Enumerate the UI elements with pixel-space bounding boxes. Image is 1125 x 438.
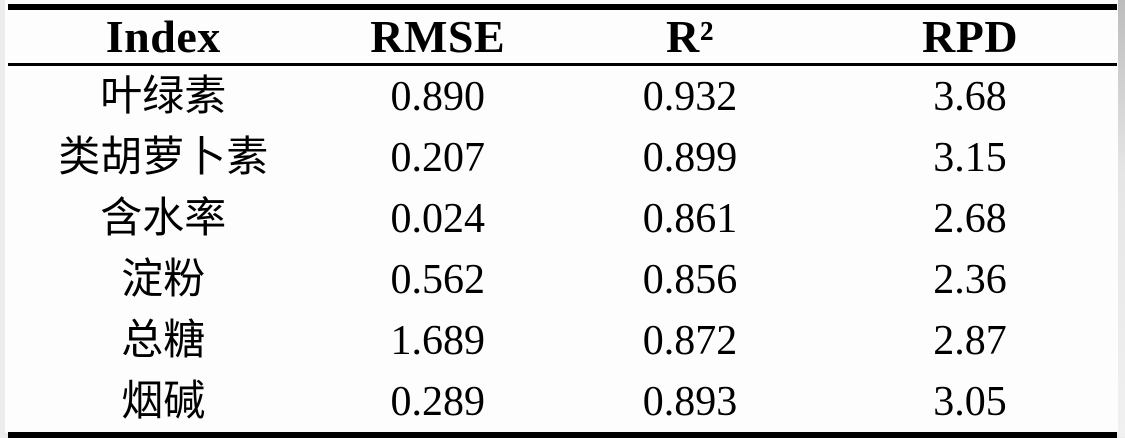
column-header-index: Index (8, 7, 319, 66)
r2-cell: 0.872 (642, 317, 738, 364)
table-body: 叶绿素 0.890 0.932 3.68 类胡萝卜素 0.207 0.899 3… (8, 65, 1117, 436)
header-row: Index RMSE R² RPD (8, 7, 1117, 66)
table-header: Index RMSE R² RPD (8, 7, 1117, 66)
r2-cell: 0.861 (642, 195, 738, 242)
table-row: 烟碱 0.289 0.893 3.05 (8, 371, 1117, 435)
rpd-cell: 2.87 (933, 317, 1007, 364)
rpd-cell: 2.36 (933, 256, 1007, 303)
table-row: 总糖 1.689 0.872 2.87 (8, 310, 1117, 371)
table-row: 含水率 0.024 0.861 2.68 (8, 188, 1117, 249)
r2-cell: 0.856 (642, 256, 738, 303)
r2-cell: 0.893 (642, 378, 738, 425)
column-header-rmse: RMSE (318, 7, 557, 66)
document-page (5, 0, 1118, 433)
rmse-cell: 0.890 (390, 73, 485, 120)
table-row: 叶绿素 0.890 0.932 3.68 (8, 65, 1117, 128)
rmse-cell: 0.289 (390, 378, 485, 425)
rpd-cell: 3.05 (933, 378, 1007, 425)
rmse-cell: 0.562 (390, 256, 485, 303)
column-header-rpd: RPD (823, 7, 1117, 66)
rpd-cell: 3.68 (933, 73, 1007, 120)
index-cell: 类胡萝卜素 (58, 132, 269, 181)
index-cell: 烟碱 (121, 376, 206, 425)
index-cell: 含水率 (100, 193, 227, 242)
index-cell: 总糖 (121, 315, 206, 364)
table-row: 类胡萝卜素 0.207 0.899 3.15 (8, 127, 1117, 188)
r2-cell: 0.899 (642, 134, 738, 181)
rmse-cell: 1.689 (390, 317, 485, 364)
index-cell: 叶绿素 (100, 71, 227, 120)
rmse-cell: 0.024 (390, 195, 485, 242)
r2-cell: 0.932 (642, 73, 738, 120)
table-row: 淀粉 0.562 0.856 2.36 (8, 249, 1117, 310)
results-table: Index RMSE R² RPD 叶绿素 0.890 0.932 3.68 类… (8, 4, 1117, 438)
rpd-cell: 2.68 (933, 195, 1007, 242)
index-cell: 淀粉 (121, 254, 206, 303)
screenshot-right-margin (1118, 0, 1125, 437)
rpd-cell: 3.15 (933, 134, 1007, 181)
rmse-cell: 0.207 (390, 134, 485, 181)
column-header-r2: R² (556, 7, 824, 66)
